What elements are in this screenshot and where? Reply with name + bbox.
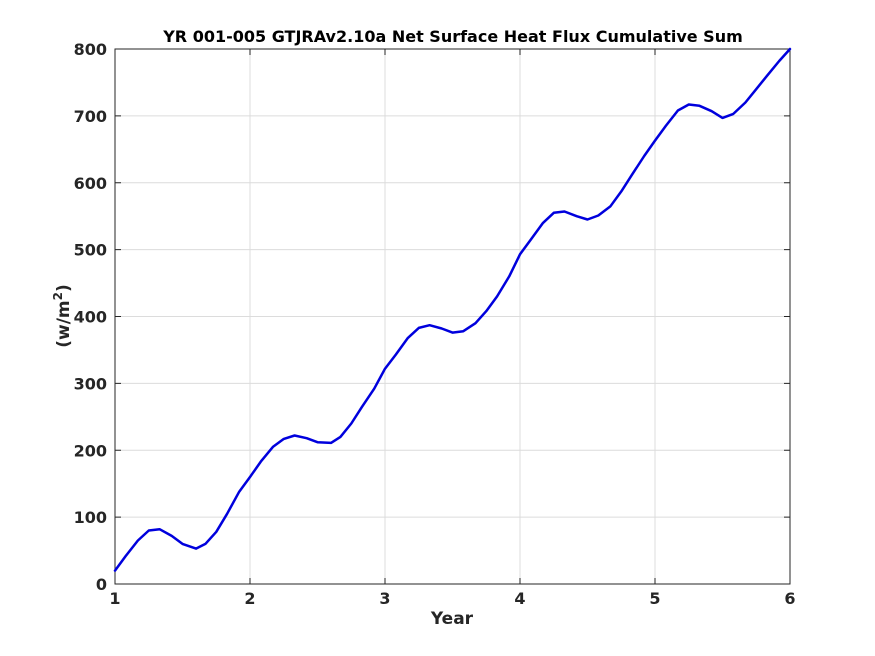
y-tick-label: 500 — [74, 241, 107, 260]
y-tick-label: 700 — [74, 107, 107, 126]
axis-ticks: 1 2 3 4 5 6 0 100 200 300 400 500 600 700 800 — [74, 40, 796, 608]
y-tick-label: 200 — [74, 441, 107, 460]
x-tick-label: 6 — [784, 589, 795, 608]
y-axis-title: (w/m2) — [51, 284, 74, 348]
x-axis-title: Year — [430, 609, 474, 629]
x-tick-label: 5 — [649, 589, 660, 608]
x-tick-label: 2 — [244, 589, 255, 608]
x-tick-label: 1 — [109, 589, 120, 608]
y-tick-label: 800 — [74, 40, 107, 59]
y-tick-label: 0 — [96, 575, 107, 594]
series-layer — [113, 47, 792, 572]
y-tick-label: 100 — [74, 508, 107, 527]
x-tick-label: 4 — [514, 589, 525, 608]
chart-title: YR 001-005 GTJRAv2.10a Net Surface Heat … — [162, 27, 743, 46]
y-axis-title-superscript: 2 — [51, 292, 65, 300]
y-axis-title-close: ) — [54, 284, 74, 292]
y-axis-title-base: (w/m — [54, 300, 74, 347]
x-tick-label: 3 — [379, 589, 390, 608]
y-tick-label: 400 — [74, 308, 107, 327]
series-line — [113, 47, 792, 572]
y-tick-label: 600 — [74, 174, 107, 193]
y-tick-label: 300 — [74, 374, 107, 393]
